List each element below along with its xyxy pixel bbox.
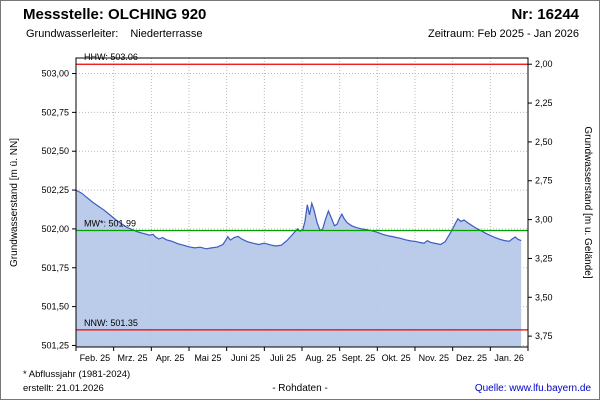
svg-text:502,75: 502,75	[41, 107, 69, 117]
svg-text:501,25: 501,25	[41, 340, 69, 350]
svg-text:HHW: 503.06: HHW: 503.06	[84, 52, 138, 62]
svg-text:2,50: 2,50	[535, 137, 553, 147]
station-title: Messstelle: OLCHING 920	[23, 6, 207, 23]
svg-text:NNW: 501.35: NNW: 501.35	[84, 318, 138, 328]
svg-text:Feb. 25: Feb. 25	[80, 353, 111, 363]
groundwater-chart: HHW: 503.06 MW*: 501.99 NNW: 501.35 501,25 5…	[9, 52, 593, 363]
svg-text:Dez. 25: Dez. 25	[456, 353, 487, 363]
svg-text:503,00: 503,00	[41, 69, 69, 79]
svg-text:Grundwasserstand [m ü. NN]: Grundwasserstand [m ü. NN]	[9, 138, 20, 267]
svg-text:Sept. 25: Sept. 25	[342, 353, 376, 363]
svg-text:501,75: 501,75	[41, 263, 69, 273]
rohdaten-label: - Rohdaten -	[272, 383, 328, 394]
svg-text:3,50: 3,50	[535, 292, 553, 302]
svg-text:2,00: 2,00	[535, 59, 553, 69]
svg-text:Mai 25: Mai 25	[194, 353, 221, 363]
created-date: erstellt: 21.01.2026	[23, 383, 104, 394]
svg-text:Apr. 25: Apr. 25	[156, 353, 185, 363]
svg-text:502,25: 502,25	[41, 185, 69, 195]
svg-text:2,25: 2,25	[535, 98, 553, 108]
aquifer-label: Grundwasserleiter:	[26, 28, 119, 40]
svg-text:Jan. 26: Jan. 26	[494, 353, 524, 363]
svg-text:Juli 25: Juli 25	[270, 353, 296, 363]
svg-text:502,00: 502,00	[41, 224, 69, 234]
aquifer-line: Grundwasserleiter: Niederterrasse	[26, 28, 202, 40]
svg-text:Aug. 25: Aug. 25	[305, 353, 336, 363]
svg-text:Mrz. 25: Mrz. 25	[117, 353, 147, 363]
svg-text:3,25: 3,25	[535, 253, 553, 263]
svg-text:3,00: 3,00	[535, 215, 553, 225]
svg-text:Juni 25: Juni 25	[231, 353, 260, 363]
footnote-abflussjahr: * Abflussjahr (1981-2024)	[23, 369, 131, 380]
svg-text:3,75: 3,75	[535, 331, 553, 341]
source-link[interactable]: Quelle: www.lfu.bayern.de	[474, 383, 591, 394]
svg-text:2,75: 2,75	[535, 176, 553, 186]
svg-text:Grundwasserstand [m u. Gelände: Grundwasserstand [m u. Gelände]	[582, 126, 593, 279]
svg-text:MW*: 501.99: MW*: 501.99	[84, 218, 136, 228]
period-label: Zeitraum: Feb 2025 - Jan 2026	[427, 28, 579, 40]
aquifer-value: Niederterrasse	[130, 28, 203, 40]
svg-text:Nov. 25: Nov. 25	[419, 353, 449, 363]
station-number: Nr: 16244	[511, 6, 579, 23]
svg-text:502,50: 502,50	[41, 146, 69, 156]
svg-text:Okt. 25: Okt. 25	[382, 353, 411, 363]
svg-text:501,50: 501,50	[41, 302, 69, 312]
